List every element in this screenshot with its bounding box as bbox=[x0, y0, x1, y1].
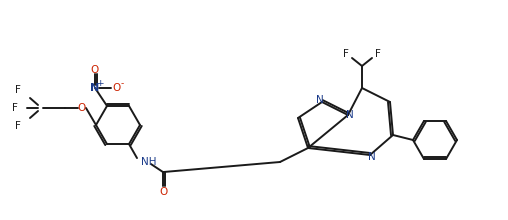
Text: N: N bbox=[346, 110, 354, 120]
Text: N: N bbox=[90, 83, 100, 93]
Text: O: O bbox=[78, 103, 86, 113]
Text: F: F bbox=[15, 121, 21, 131]
Text: -: - bbox=[120, 79, 123, 88]
Text: N: N bbox=[368, 152, 376, 162]
Text: O: O bbox=[91, 65, 99, 75]
Text: N: N bbox=[316, 95, 324, 105]
Text: F: F bbox=[343, 49, 349, 59]
Text: O: O bbox=[159, 187, 167, 197]
Text: F: F bbox=[375, 49, 381, 59]
Text: +: + bbox=[96, 79, 104, 88]
Text: F: F bbox=[12, 103, 18, 113]
Text: NH: NH bbox=[141, 157, 156, 167]
Text: F: F bbox=[15, 85, 21, 95]
Text: O: O bbox=[113, 83, 121, 93]
